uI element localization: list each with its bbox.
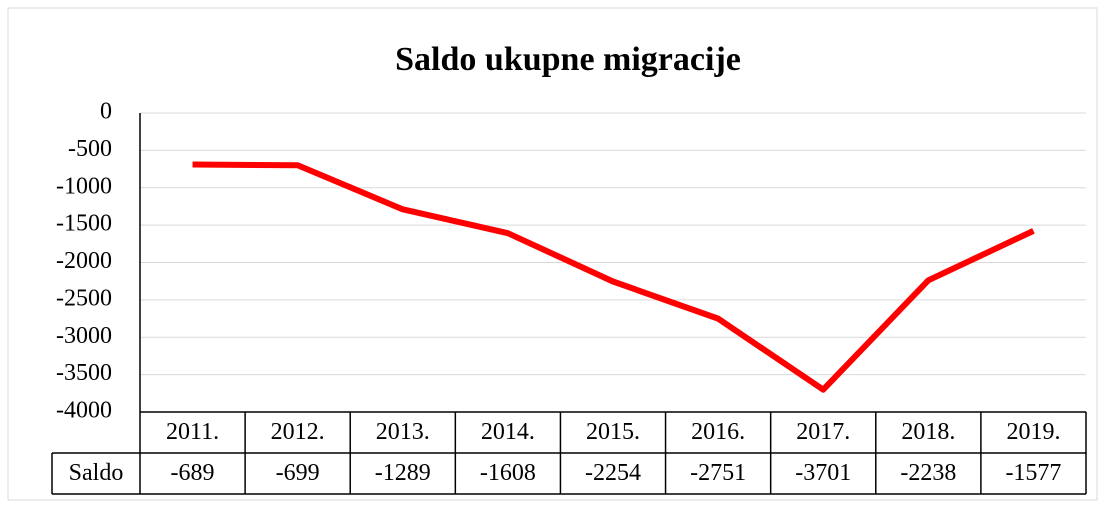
y-tick-label: -500 [68, 136, 112, 162]
x-tick-label: 2016. [691, 419, 745, 445]
y-tick-label: -2000 [56, 248, 112, 274]
data-line [192, 161, 1035, 393]
x-tick-label: 2013. [376, 419, 430, 445]
x-tick-label: 2012. [271, 419, 325, 445]
y-tick-label: -1000 [56, 173, 112, 199]
table-value: -699 [276, 460, 320, 486]
table-value: -2254 [585, 460, 641, 486]
y-tick-label: -3500 [56, 360, 112, 386]
table-value: -1577 [1005, 460, 1061, 486]
y-tick-label: 0 [100, 99, 112, 125]
table-value: -1608 [480, 460, 536, 486]
chart-title: Saldo ukupne migracije [395, 41, 741, 78]
table-value: -2238 [900, 460, 956, 486]
legend-label: Saldo [69, 460, 124, 486]
x-tick-label: 2011. [166, 419, 219, 445]
table-value: -689 [171, 460, 215, 486]
x-tick-label: 2015. [586, 419, 640, 445]
x-tick-label: 2019. [1006, 419, 1060, 445]
x-tick-label: 2017. [796, 419, 850, 445]
table-value: -3701 [795, 460, 851, 486]
table-value: -2751 [690, 460, 746, 486]
y-tick-label: -1500 [56, 211, 112, 237]
y-tick-label: -3000 [56, 323, 112, 349]
y-tick-label: -4000 [56, 398, 112, 424]
x-tick-label: 2014. [481, 419, 535, 445]
table-value: -1289 [375, 460, 431, 486]
y-tick-label: -2500 [56, 285, 112, 311]
x-tick-label: 2018. [901, 419, 955, 445]
